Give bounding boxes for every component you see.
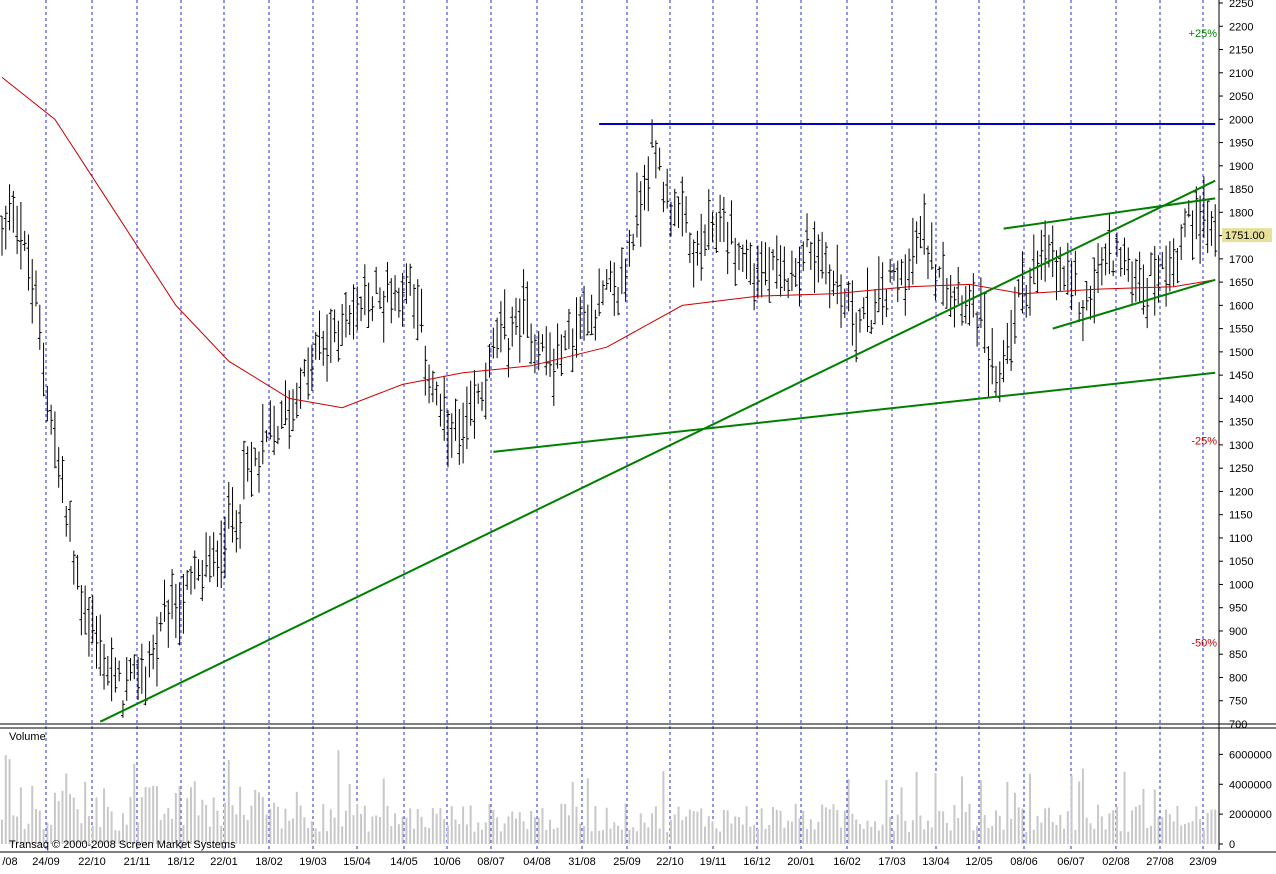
- y-tick-label: 1550: [1229, 324, 1253, 336]
- x-tick-label: 19/03: [299, 856, 327, 868]
- y-tick-label: 2250: [1229, 0, 1253, 10]
- x-tick-label: 14/05: [390, 856, 418, 868]
- volume-tick-label: 0: [1229, 839, 1235, 851]
- y-tick-label: 1700: [1229, 254, 1253, 266]
- trend-line: [99, 179, 1216, 723]
- x-tick-label: 18/12: [167, 856, 195, 868]
- x-tick-label: 08/07: [477, 856, 505, 868]
- x-tick-label: 24/09: [32, 856, 60, 868]
- volume-tick-label: 4000000: [1229, 779, 1272, 791]
- x-tick-label: 22/10: [656, 856, 684, 868]
- x-tick-label: 08/06: [1010, 856, 1038, 868]
- y-tick-label: 1250: [1229, 463, 1253, 475]
- credit-label: Transaq © 2000-2008 Screen Market System…: [9, 839, 236, 851]
- y-tick-label: 850: [1229, 649, 1247, 661]
- y-tick-label: 1650: [1229, 277, 1253, 289]
- y-tick-label: 1150: [1229, 510, 1253, 522]
- y-tick-label: 1950: [1229, 138, 1253, 150]
- y-tick-label: 700: [1229, 719, 1247, 731]
- x-tick-label: 02/08: [1102, 856, 1130, 868]
- x-tick-label: 10/06: [433, 856, 461, 868]
- moving-average-line: [1, 77, 1216, 409]
- trend-line-layer: [99, 122, 1216, 723]
- x-tick-label: 22/10: [78, 856, 106, 868]
- volume-tick-label: 6000000: [1229, 749, 1272, 761]
- x-tick-label: 16/02: [833, 856, 861, 868]
- y-tick-label: 1000: [1229, 579, 1253, 591]
- y-tick-label: 1050: [1229, 556, 1253, 568]
- y-tick-label: 1800: [1229, 207, 1253, 219]
- percent-level-label: -25%: [1191, 435, 1217, 447]
- grid-layer: [45, 0, 1204, 852]
- x-tick-label: 04/08: [523, 856, 551, 868]
- moving-average-layer: [1, 77, 1216, 409]
- y-tick-label: 1350: [1229, 417, 1253, 429]
- y-tick-label: 750: [1229, 696, 1247, 708]
- y-tick-label: 1500: [1229, 347, 1253, 359]
- x-tick-label: 21/11: [124, 856, 151, 868]
- y-tick-label: 2100: [1229, 68, 1253, 80]
- volume-layer: [1, 750, 1217, 844]
- x-tick-label: 20/01: [787, 856, 815, 868]
- x-tick-label: 27/08: [1146, 856, 1174, 868]
- last-price-marker: 1751.00: [1222, 228, 1272, 243]
- percent-level-label: -50%: [1191, 638, 1217, 650]
- x-tick-label: 17/03: [878, 856, 906, 868]
- y-tick-label: 1600: [1229, 300, 1253, 312]
- y-tick-label: 2150: [1229, 45, 1253, 57]
- x-tick-label: 31/08: [568, 856, 596, 868]
- y-tick-label: 900: [1229, 626, 1247, 638]
- trend-line: [1052, 278, 1216, 330]
- last-price-box: [1222, 228, 1272, 243]
- x-tick-label: 22/01: [210, 856, 238, 868]
- x-tick-label: 13/04: [922, 856, 950, 868]
- trend-line: [493, 371, 1216, 453]
- x-tick-label: 06/07: [1057, 856, 1085, 868]
- y-tick-label: 1200: [1229, 486, 1253, 498]
- x-tick-label: 19/11: [700, 856, 727, 868]
- y-tick-label: 2200: [1229, 21, 1253, 33]
- y-tick-label: 1300: [1229, 440, 1253, 452]
- y-tick-label: 1450: [1229, 370, 1253, 382]
- volume-panel-label: Volume: [9, 731, 46, 743]
- y-tick-label: 950: [1229, 603, 1247, 615]
- candle-layer: [0, 119, 1218, 718]
- y-tick-label: 1100: [1229, 533, 1253, 545]
- volume-tick-label: 2000000: [1229, 809, 1272, 821]
- y-tick-label: 2050: [1229, 91, 1253, 103]
- y-tick-label: 2000: [1229, 114, 1253, 126]
- x-tick-label: 15/04: [343, 856, 371, 868]
- x-tick-label: /08: [2, 856, 17, 868]
- y-tick-label: 1900: [1229, 161, 1253, 173]
- y-tick-label: 800: [1229, 672, 1247, 684]
- trend-line: [1003, 197, 1216, 230]
- y-tick-label: 1400: [1229, 393, 1253, 405]
- x-tick-label: 12/05: [965, 856, 993, 868]
- x-tick-label: 16/12: [743, 856, 771, 868]
- x-tick-label: 23/09: [1189, 856, 1217, 868]
- x-tick-label: 18/02: [255, 856, 283, 868]
- last-price-label: 1751.00: [1225, 230, 1265, 242]
- y-tick-label: 1850: [1229, 184, 1253, 196]
- x-tick-label: 25/09: [613, 856, 641, 868]
- percent-level-label: +25%: [1189, 28, 1218, 40]
